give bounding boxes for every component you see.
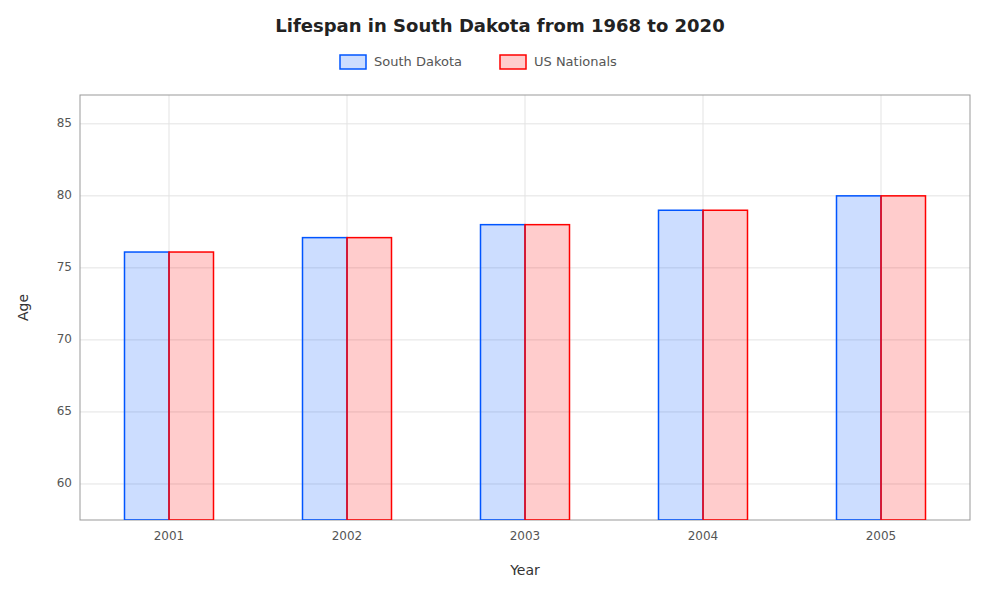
legend-label: South Dakota — [374, 54, 462, 69]
bar — [303, 238, 348, 520]
x-tick-label: 2003 — [510, 529, 541, 543]
bar — [837, 196, 882, 520]
y-tick-label: 70 — [57, 332, 72, 346]
bar — [525, 225, 570, 520]
chart-svg: 60 65 70 75 80 85 2001 2002 2003 2004 2005 Year Age L… — [0, 0, 1000, 600]
y-tick-label: 85 — [57, 116, 72, 130]
bar — [659, 210, 704, 520]
legend-swatch — [340, 55, 366, 69]
chart-container: 60 65 70 75 80 85 2001 2002 2003 2004 2005 Year Age L… — [0, 0, 1000, 600]
bar — [169, 252, 214, 520]
x-axis-label: Year — [509, 562, 540, 578]
legend: South Dakota US Nationals — [340, 54, 617, 69]
y-axis: 60 65 70 75 80 85 — [57, 116, 72, 490]
x-tick-label: 2001 — [154, 529, 185, 543]
bar — [125, 252, 170, 520]
bar — [481, 225, 526, 520]
grid — [80, 95, 970, 520]
legend-swatch — [500, 55, 526, 69]
x-tick-label: 2004 — [688, 529, 719, 543]
bar — [881, 196, 926, 520]
x-axis: 2001 2002 2003 2004 2005 — [154, 529, 897, 543]
bar — [703, 210, 748, 520]
y-tick-label: 75 — [57, 260, 72, 274]
bars — [125, 196, 926, 520]
y-tick-label: 65 — [57, 404, 72, 418]
y-axis-label: Age — [15, 294, 31, 321]
x-tick-label: 2002 — [332, 529, 363, 543]
chart-title: Lifespan in South Dakota from 1968 to 20… — [275, 15, 724, 36]
plot-frame — [80, 95, 970, 520]
legend-label: US Nationals — [534, 54, 617, 69]
x-tick-label: 2005 — [866, 529, 897, 543]
bar — [347, 238, 392, 520]
y-tick-label: 80 — [57, 188, 72, 202]
y-tick-label: 60 — [57, 476, 72, 490]
